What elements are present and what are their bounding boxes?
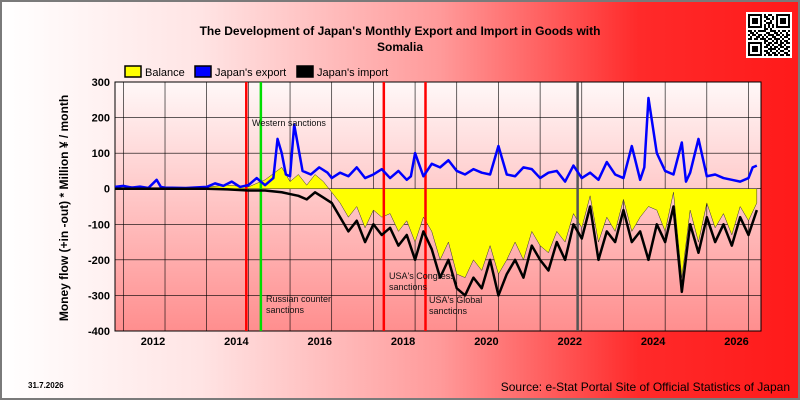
legend-label-export: Japan's export [215, 67, 286, 79]
x-tick-label: 2014 [224, 336, 249, 348]
series-line-import [115, 187, 759, 297]
y-axis-label: Money flow (+in -out) * Million ¥ / mont… [57, 95, 71, 321]
chart-title-line2: Somalia [377, 40, 423, 54]
series-balance-area [115, 167, 758, 278]
y-tick-label: -200 [88, 255, 110, 267]
annotation-western-sanctions: Western sanctions [252, 118, 326, 128]
y-tick-label: -100 [88, 219, 110, 231]
qr-code-icon [746, 12, 792, 58]
legend-swatch-balance [124, 65, 142, 78]
y-tick-label: 0 [104, 184, 110, 196]
x-tick-label: 2012 [141, 336, 165, 348]
series-line-export [115, 96, 758, 190]
source-note: Source: e-Stat Portal Site of Official S… [501, 380, 790, 394]
x-tick-label: 2016 [307, 336, 331, 348]
chart-date: 31.7.2026 [28, 381, 64, 390]
legend: Balance Japan's export Japan's import [124, 65, 388, 79]
legend-label-import: Japan's import [317, 67, 388, 79]
y-tick-label: -400 [88, 326, 110, 338]
balance-area [115, 167, 758, 278]
y-axis-ticks: -400 -300 -200 -100 0 100 200 300 [88, 77, 110, 338]
x-tick-label: 2020 [474, 336, 498, 348]
sanction-label: USA's Congress sanctions [389, 271, 455, 292]
x-axis-ticks: 2012 2014 2016 2018 2020 2022 2024 2026 [141, 336, 749, 348]
series-lines [115, 96, 759, 297]
legend-swatch-import [296, 65, 314, 78]
sanction-label: USA's Global sanctions [429, 295, 482, 316]
chart-title-line1: The Development of Japan's Monthly Expor… [200, 24, 601, 38]
x-tick-label: 2024 [641, 336, 666, 348]
legend-swatch-export [194, 65, 212, 78]
sanction-labels: Russian counter sanctions USA's Congress sa… [266, 271, 482, 316]
sanction-label: Russian counter sanctions [266, 294, 331, 315]
x-tick-label: 2026 [724, 336, 748, 348]
legend-label-balance: Balance [145, 67, 185, 79]
y-tick-label: 200 [92, 113, 110, 125]
sanction-lines [245, 82, 579, 331]
y-tick-label: 100 [92, 148, 110, 160]
y-tick-label: -300 [88, 290, 110, 302]
x-tick-label: 2018 [391, 336, 415, 348]
x-tick-label: 2022 [558, 336, 582, 348]
y-tick-label: 300 [92, 77, 110, 89]
